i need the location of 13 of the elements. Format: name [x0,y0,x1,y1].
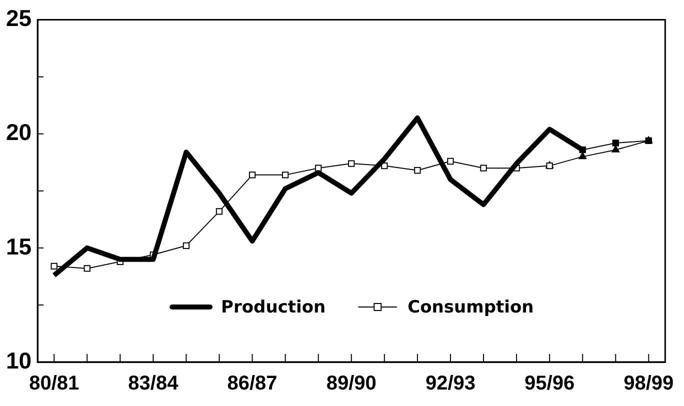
y-tick-label: 10 [6,347,32,374]
y-tick-label: 15 [6,233,32,260]
x-tick-label: 92/93 [425,372,476,395]
y-tick-label: 25 [6,5,32,32]
x-tick-label: 83/84 [128,372,180,395]
x-tick-label: 95/96 [524,372,575,395]
x-tick-label: 89/90 [326,372,376,395]
x-tick-label: 80/81 [29,372,80,395]
y-tick-label: 20 [6,119,32,146]
x-tick-label: 98/99 [624,372,674,395]
legend-label: Consumption [408,297,534,318]
legend-label: Production [221,297,326,318]
x-tick-label: 86/87 [227,372,278,395]
